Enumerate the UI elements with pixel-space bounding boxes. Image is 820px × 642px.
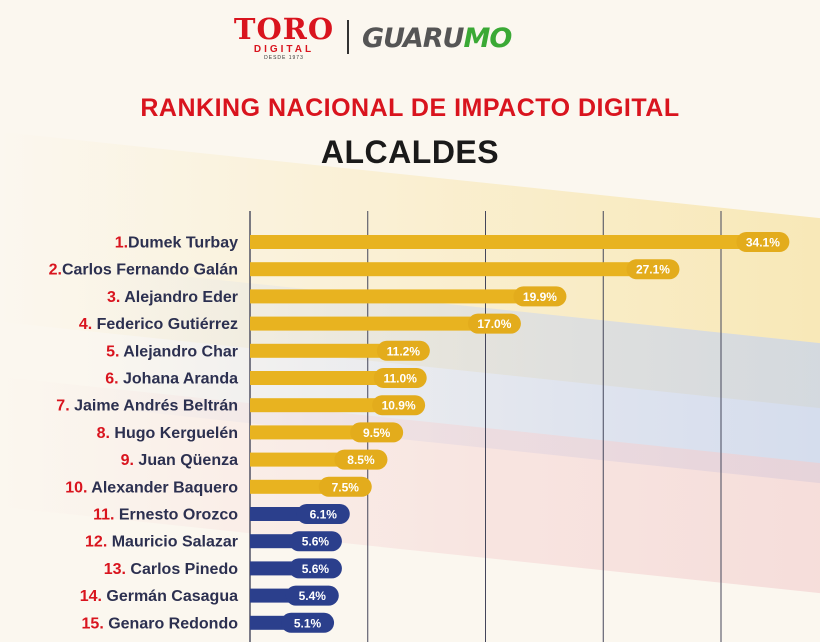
category-name: Alejandro Char xyxy=(119,343,238,360)
logo-divider xyxy=(347,20,349,54)
data-label: 17.0% xyxy=(477,317,511,331)
data-label-pill xyxy=(372,395,426,416)
bar xyxy=(250,235,786,249)
category-rank: 4. xyxy=(79,316,92,333)
data-label: 10.9% xyxy=(382,399,416,413)
category-rank: 2. xyxy=(49,262,62,279)
data-label: 9.5% xyxy=(363,426,391,440)
category-label: 10. Alexander Baquero xyxy=(65,479,238,496)
category-rank: 8. xyxy=(97,425,110,442)
data-label: 5.6% xyxy=(302,535,330,549)
logo-row: TORO DIGITAL DESDE 1973 GUARUMO xyxy=(0,14,820,64)
category-label: 11. Ernesto Orozco xyxy=(93,507,238,524)
toro-logo-since: DESDE 1973 xyxy=(264,55,304,61)
data-label: 6.1% xyxy=(310,508,338,522)
data-label: 7.5% xyxy=(332,480,360,494)
category-rank: 14. xyxy=(80,588,102,605)
data-label: 5.1% xyxy=(294,616,322,630)
category-label: 1.Dumek Turbay xyxy=(115,235,238,252)
category-rank: 10. xyxy=(65,479,87,496)
category-name: Hugo Kerguelén xyxy=(110,425,238,442)
guarumo-logo-dark: GUARU xyxy=(362,23,464,54)
category-label: 13. Carlos Pinedo xyxy=(104,561,239,578)
bar xyxy=(250,316,517,331)
data-label-pill xyxy=(373,368,427,388)
data-label: 11.2% xyxy=(387,344,421,358)
data-label-pill xyxy=(626,259,680,280)
category-name: Carlos Fernando Galán xyxy=(62,262,238,279)
data-label-pill xyxy=(285,585,339,606)
category-name: Juan Qüenza xyxy=(134,452,238,469)
toro-digital-logo: TORO DIGITAL DESDE 1973 xyxy=(232,14,336,62)
data-label-pill xyxy=(288,531,342,552)
toro-logo-digital: DIGITAL xyxy=(253,44,315,55)
category-rank: 5. xyxy=(106,343,119,360)
category-label: 12. Mauricio Salazar xyxy=(85,534,238,551)
toro-logo-word: TORO xyxy=(233,12,335,46)
data-label: 19.9% xyxy=(523,290,557,304)
data-label: 34.1% xyxy=(746,236,780,250)
guarumo-logo-green: MO xyxy=(463,23,512,54)
category-name: Jaime Andrés Beltrán xyxy=(70,398,238,415)
category-rank: 13. xyxy=(104,561,126,578)
category-rank: 9. xyxy=(121,452,134,469)
category-rank: 7. xyxy=(56,398,69,415)
category-name: Mauricio Salazar xyxy=(107,534,238,551)
category-name: Johana Aranda xyxy=(119,371,239,388)
guarumo-logo: GUARUMO xyxy=(362,23,512,54)
category-label: 7. Jaime Andrés Beltrán xyxy=(56,398,238,415)
data-label: 5.4% xyxy=(299,589,327,603)
data-label-pill xyxy=(288,558,342,579)
category-rank: 15. xyxy=(82,615,104,632)
category-label: 4. Federico Gutiérrez xyxy=(79,316,238,333)
category-label: 15. Genaro Redondo xyxy=(82,615,239,632)
category-name: Genaro Redondo xyxy=(104,615,238,632)
category-label: 8. Hugo Kerguelén xyxy=(97,425,238,442)
category-rank: 12. xyxy=(85,534,107,551)
category-rank: 6. xyxy=(105,371,118,388)
category-name: Federico Gutiérrez xyxy=(92,316,238,333)
category-name: Alejandro Eder xyxy=(120,289,238,306)
data-label-pill xyxy=(376,340,430,361)
category-rank: 1. xyxy=(115,235,128,252)
category-name: Dumek Turbay xyxy=(128,235,238,252)
data-label-pill xyxy=(350,422,404,443)
category-name: Carlos Pinedo xyxy=(126,561,238,578)
category-name: Germán Casagua xyxy=(102,588,238,605)
chart-title: RANKING NACIONAL DE IMPACTO DIGITAL xyxy=(140,94,680,122)
data-label-pill xyxy=(736,232,790,252)
data-label: 5.6% xyxy=(302,562,330,576)
data-label-pill xyxy=(467,313,521,334)
data-label-pill xyxy=(281,612,335,633)
category-name: Alexander Baquero xyxy=(87,479,238,496)
data-label-pill xyxy=(296,504,350,524)
category-rank: 3. xyxy=(107,289,120,306)
chart-subtitle: ALCALDES xyxy=(320,134,500,170)
category-name: Ernesto Orozco xyxy=(114,507,238,524)
category-label: 2.Carlos Fernando Galán xyxy=(49,262,238,279)
data-label-pill xyxy=(318,476,372,497)
bar xyxy=(250,289,563,304)
category-label: 6. Johana Aranda xyxy=(105,371,238,388)
data-label-pill xyxy=(513,286,567,307)
category-label: 14. Germán Casagua xyxy=(80,588,238,605)
category-rank: 11. xyxy=(93,507,114,524)
category-label: 5. Alejandro Char xyxy=(106,343,238,360)
category-label: 9. Juan Qüenza xyxy=(121,452,238,469)
ranking-bar-chart: 34.1% 1.Dumek Turbay 27.1% 2.Carlos Fernand… xyxy=(49,211,790,642)
bar xyxy=(250,262,676,277)
data-label: 27.1% xyxy=(636,263,670,277)
category-label: 3. Alejandro Eder xyxy=(107,289,238,306)
data-label: 11.0% xyxy=(384,372,418,386)
data-label-pill xyxy=(334,449,388,470)
data-label: 8.5% xyxy=(347,453,375,467)
